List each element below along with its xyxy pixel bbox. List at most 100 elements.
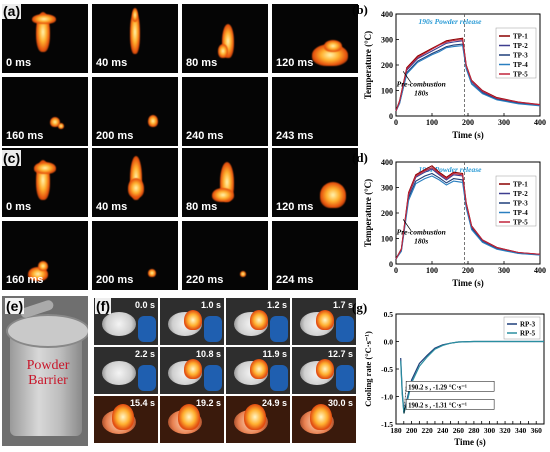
x-tick-label: 400 — [534, 266, 546, 275]
flame-frame: 243 ms — [272, 77, 358, 146]
flame-frame: 120 ms — [272, 148, 358, 217]
y-tick-label: 300 — [381, 36, 393, 45]
flame-glow — [148, 115, 158, 127]
x-tick-label: 360 — [531, 426, 543, 435]
frame-time-label: 10.8 s — [195, 349, 221, 359]
legend-label: RP-5 — [520, 330, 536, 338]
flame-glow — [218, 44, 228, 58]
panel-label-f: (f) — [95, 298, 111, 314]
annotation-arrow — [402, 219, 412, 232]
barrier-caption: Powder Barrier — [26, 358, 70, 388]
pre-combustion-duration: 180s — [414, 89, 428, 98]
legend-label: TP-5 — [513, 219, 528, 227]
flame-frame: 40 ms — [92, 4, 178, 73]
flame-glow — [178, 404, 200, 430]
combustion-frame: 2.2 s — [94, 347, 158, 394]
x-tick-label: 180 — [390, 426, 402, 435]
frame-time-label: 19.2 s — [195, 398, 221, 408]
combustion-frame: 1.7 s — [292, 298, 356, 345]
flame-frame: 224 ms — [272, 221, 358, 290]
barrier-lid — [6, 314, 88, 348]
frame-time-label: 160 ms — [6, 274, 44, 286]
blue-container — [204, 316, 222, 342]
flame-glow — [128, 178, 144, 198]
combustion-frame: 11.9 s — [226, 347, 290, 394]
y-tick-label: 400 — [381, 158, 393, 167]
legend-label: TP-2 — [513, 42, 528, 50]
legend-label: TP-1 — [513, 181, 528, 189]
frame-time-label: 0 ms — [6, 57, 32, 69]
x-tick-label: 300 — [498, 266, 510, 275]
frame-time-label: 2.2 s — [134, 349, 155, 359]
x-tick-label: 400 — [534, 118, 546, 127]
combustion-frame: 10.8 s — [160, 347, 224, 394]
flame-glow — [58, 123, 64, 129]
series-line-tp-4 — [395, 44, 541, 112]
combustion-frame: 15.4 s — [94, 396, 158, 443]
combustion-frame: 30.0 s — [292, 396, 356, 443]
annotation-box — [405, 381, 495, 392]
x-tick-label: 200 — [462, 266, 474, 275]
pre-combustion-annotation: Pre-combustion — [397, 80, 446, 89]
y-tick-label: 100 — [381, 87, 393, 96]
x-tick-label: 0 — [394, 118, 398, 127]
combustion-frame: 0.0 s — [94, 298, 158, 345]
y-axis-label: Temperature (°C) — [363, 31, 373, 99]
annotation-peak-rp3: 190.2 s , -1.29 °C·s⁻¹ — [408, 384, 467, 391]
flame-frame: 120 ms — [272, 4, 358, 73]
frame-time-label: 120 ms — [276, 201, 314, 213]
y-tick-label: -1.0 — [381, 393, 393, 402]
legend-label: TP-5 — [513, 71, 528, 79]
legend-label: TP-3 — [513, 52, 528, 60]
annotation-leader — [403, 404, 407, 414]
x-tick-label: 100 — [426, 266, 438, 275]
flame-glow — [32, 14, 56, 24]
powder-dish — [102, 312, 136, 336]
legend-label: TP-4 — [513, 61, 528, 69]
flame-frame: 80 ms — [182, 4, 268, 73]
frame-time-label: 80 ms — [186, 57, 218, 69]
frame-time-label: 40 ms — [96, 57, 128, 69]
y-tick-label: 200 — [381, 61, 393, 70]
frame-time-label: 30.0 s — [327, 398, 353, 408]
chart-d: 0 100 200 300 400 0 100 200 300 400 Time (s) Temper… — [352, 150, 546, 288]
flame-frame: 220 ms — [182, 221, 268, 290]
frame-time-label: 80 ms — [186, 201, 218, 213]
x-tick-label: 340 — [515, 426, 527, 435]
flame-glow — [310, 404, 332, 430]
y-tick-label: -1.5 — [381, 420, 393, 429]
y-axis-label: Cooling rate (°C·s⁻¹) — [363, 331, 373, 407]
legend-label: TP-4 — [513, 209, 528, 217]
flame-frame: 160 ms — [2, 221, 88, 290]
legend: TP-1TP-2 TP-3TP-4 TP-5 — [495, 27, 537, 79]
panel-label: (d) — [352, 150, 368, 165]
panel-label: (g) — [352, 300, 367, 315]
y-tick-label: 0.5 — [384, 310, 394, 319]
blue-container — [270, 316, 288, 342]
annotation-leader — [403, 386, 407, 413]
flame-glow — [130, 10, 140, 54]
flame-glow — [34, 162, 56, 174]
flame-glow — [212, 188, 234, 202]
x-axis-label: Time (s) — [452, 130, 484, 140]
flame-frame: 200 ms — [92, 77, 178, 146]
frame-time-label: 40 ms — [96, 201, 128, 213]
flame-frame: 80 ms — [182, 148, 268, 217]
flame-glow — [38, 261, 48, 271]
flame-frame: 200 ms — [92, 221, 178, 290]
frame-time-label: 200 ms — [96, 130, 134, 142]
legend-label: TP-2 — [513, 190, 528, 198]
legend-label: TP-3 — [513, 200, 528, 208]
frame-time-label: 15.4 s — [129, 398, 155, 408]
blue-container — [270, 365, 288, 391]
y-tick-label: 400 — [381, 10, 393, 19]
powder-dish — [102, 361, 136, 385]
y-tick-label: 200 — [381, 209, 393, 218]
pre-combustion-annotation: Pre-combustion — [397, 228, 446, 237]
y-tick-label: 0 — [389, 260, 393, 269]
flame-glow — [184, 310, 202, 330]
x-tick-label: 280 — [468, 426, 480, 435]
x-axis-label: Time (s) — [452, 278, 484, 288]
panel-label-a: (a) — [2, 3, 22, 19]
x-tick-label: 240 — [437, 426, 449, 435]
